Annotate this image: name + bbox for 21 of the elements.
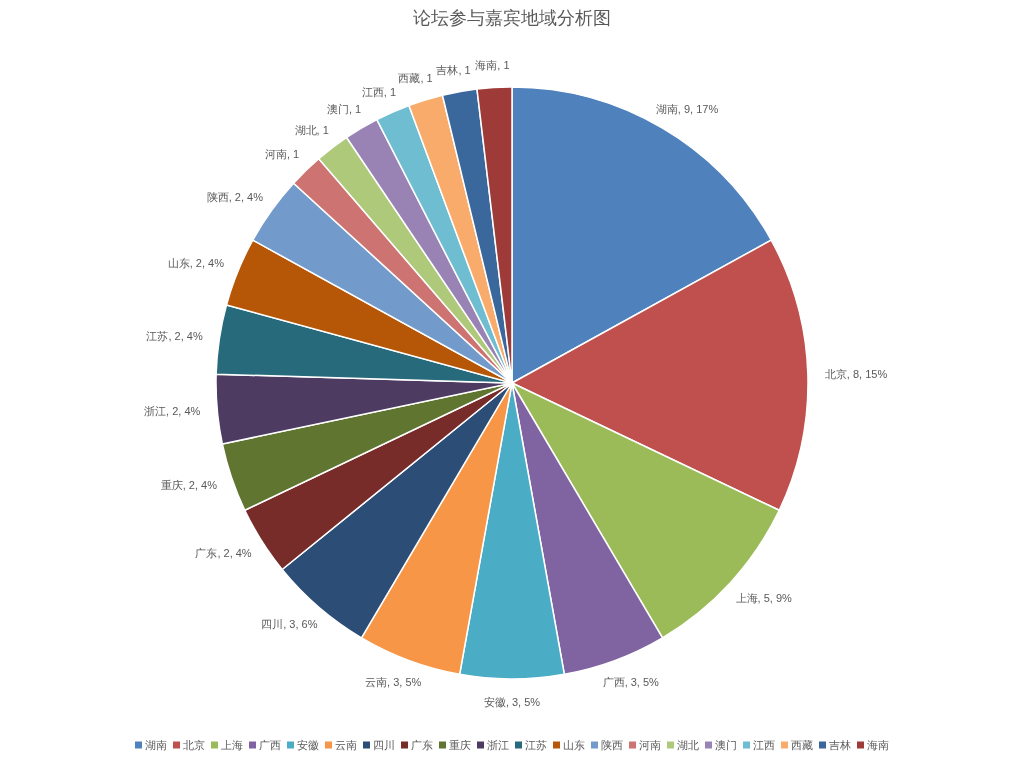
legend-label: 吉林: [829, 739, 851, 751]
legend-label: 江苏: [525, 739, 547, 751]
legend-label: 澳门: [715, 739, 737, 751]
legend-label: 北京: [183, 739, 205, 751]
legend-label: 重庆: [449, 739, 471, 751]
legend-label: 江西: [753, 739, 775, 751]
legend-label: 广东: [411, 739, 433, 751]
legend-label: 安徽: [297, 739, 319, 751]
legend-label: 山东: [563, 739, 585, 751]
legend-label: 湖北: [677, 739, 699, 751]
legend-label: 四川: [373, 739, 395, 751]
legend-label: 湖南: [145, 739, 167, 751]
legend-label: 云南: [335, 739, 357, 751]
legend-label: 上海: [221, 739, 243, 751]
title: 论坛参与嘉宾地域分析图: [413, 8, 611, 28]
legend-label: 广西: [259, 739, 281, 751]
legend-label: 陕西: [601, 739, 623, 751]
legend-label: 浙江: [487, 739, 509, 751]
legend-label: 西藏: [791, 739, 813, 751]
legend-label: 河南: [639, 739, 661, 751]
legend-label: 海南: [867, 739, 889, 751]
